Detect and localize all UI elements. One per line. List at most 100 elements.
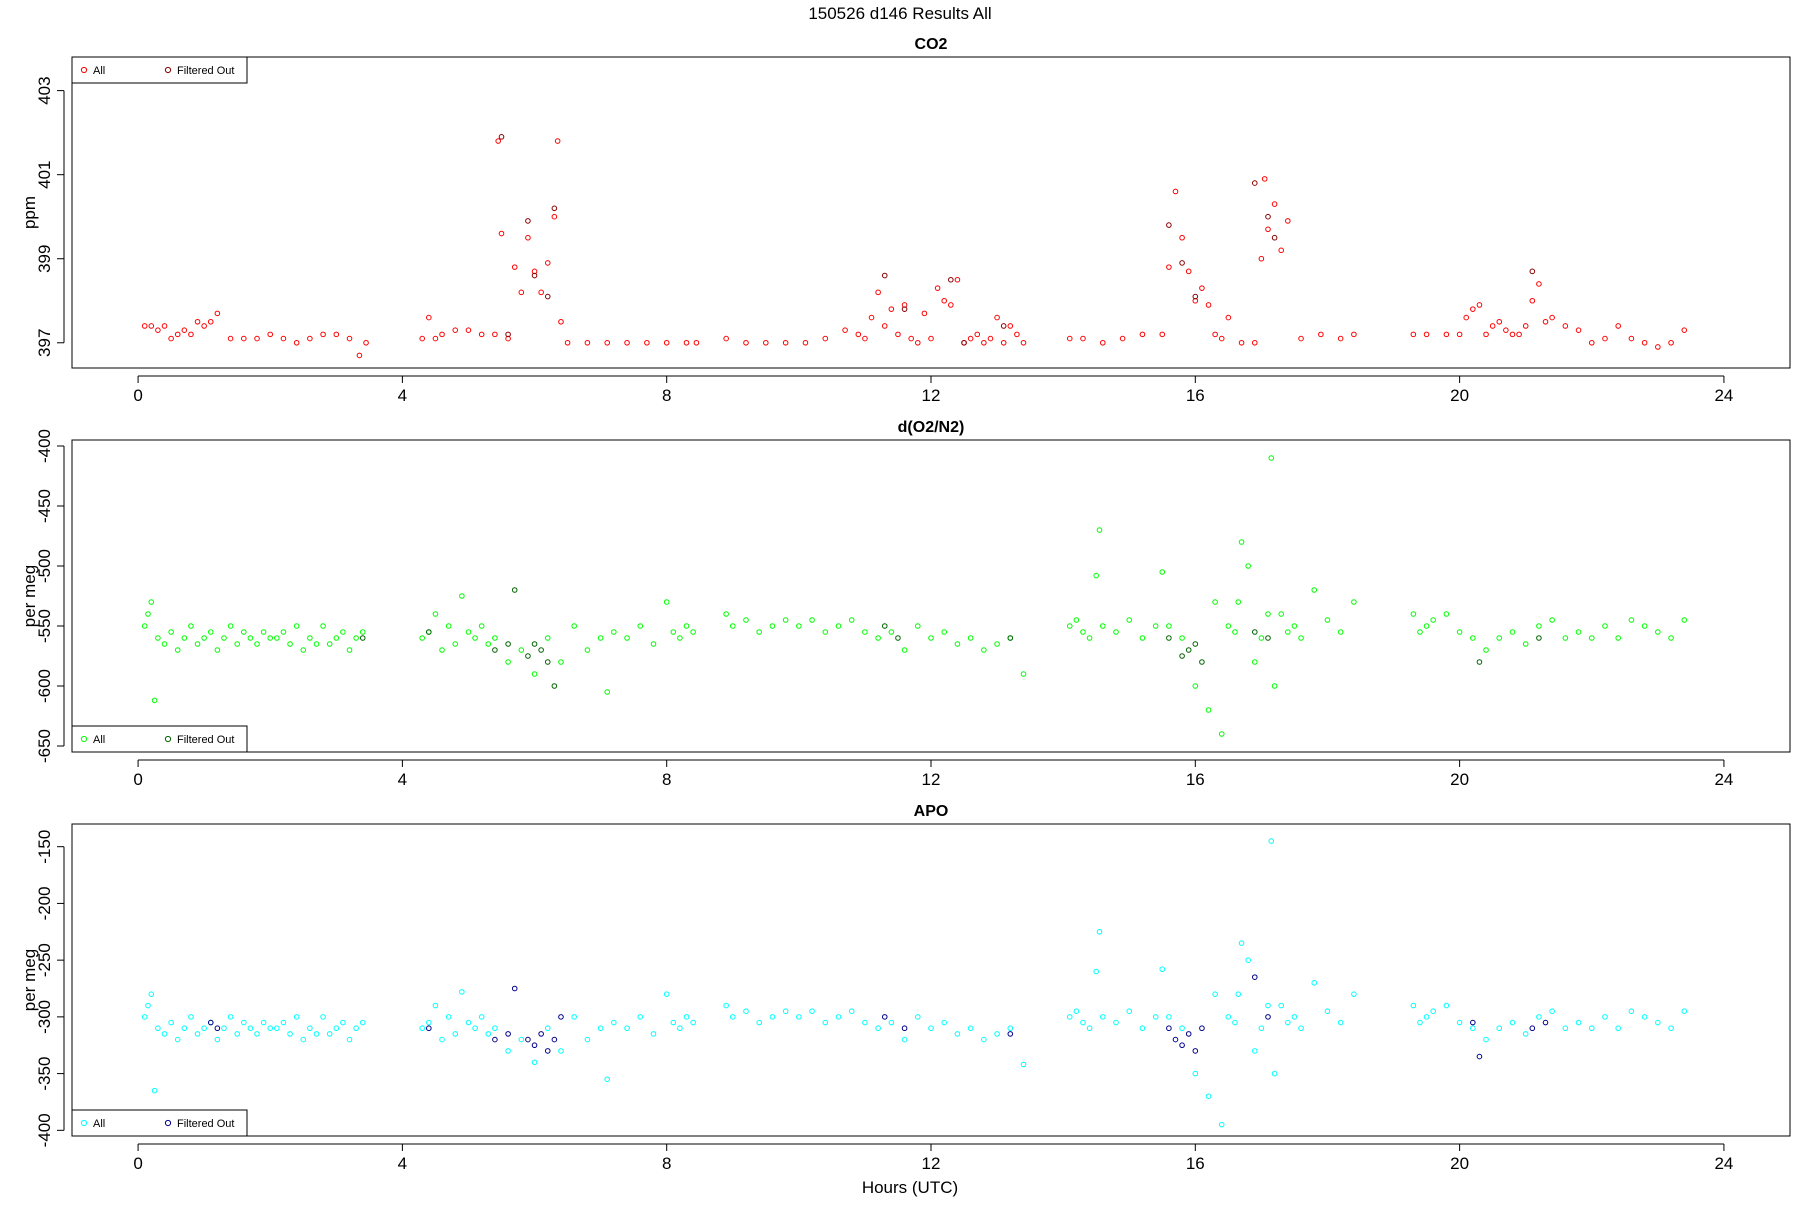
d-o2-n2-point [1410, 611, 1417, 617]
apo-point [1668, 1025, 1674, 1032]
d-o2-n2-point [994, 641, 1000, 647]
co2-point [1271, 201, 1278, 207]
co2-point [1503, 327, 1509, 333]
apo-point [465, 1019, 472, 1026]
apo-point [1351, 991, 1357, 997]
apo-point [214, 1036, 221, 1043]
apo-point [439, 1036, 445, 1043]
co2-point [1139, 331, 1146, 338]
d-o2-n2-point [544, 659, 551, 665]
d-o2-n2-legend-marker-filtered-out [164, 735, 172, 743]
apo-point [1641, 1014, 1648, 1020]
d-o2-n2-point [148, 599, 155, 605]
co2-point [1007, 323, 1014, 329]
d-o2-n2-x-tick-label: 8 [662, 770, 671, 789]
co2-point [426, 314, 432, 321]
apo-point [1159, 966, 1166, 973]
co2-point [439, 331, 445, 338]
d-o2-n2-point [194, 641, 201, 647]
apo-point [544, 1048, 551, 1054]
co2-x-tick-label: 0 [133, 386, 142, 405]
co2-point [881, 323, 888, 329]
apo-point [835, 1014, 842, 1020]
co2-title: CO2 [915, 36, 948, 53]
d-o2-n2-point [835, 623, 842, 629]
d-o2-n2-point [1205, 707, 1212, 713]
apo-point [145, 1002, 151, 1009]
d-o2-n2-point [1265, 611, 1271, 617]
d-o2-n2-point [141, 623, 148, 629]
apo-point [1575, 1019, 1582, 1026]
apo-point [525, 1036, 531, 1043]
co2-point [511, 264, 518, 270]
apo-point [809, 1008, 815, 1015]
d-o2-n2-point [604, 689, 611, 695]
d-o2-n2-point [1423, 623, 1430, 629]
co2-point [974, 331, 981, 338]
d-o2-n2-point [1066, 623, 1073, 629]
d-o2-n2-point [538, 647, 544, 653]
co2-point [1489, 323, 1496, 329]
co2-point [1172, 188, 1179, 195]
co2-point [584, 339, 591, 346]
co2-point [921, 310, 928, 317]
apo-series-all [141, 838, 1688, 1128]
d-o2-n2-point [1020, 671, 1027, 677]
d-o2-n2-point [221, 635, 227, 641]
d-o2-n2-point [1185, 647, 1192, 653]
apo-point [683, 1014, 690, 1020]
d-o2-n2-point [809, 617, 815, 623]
apo-point [287, 1031, 293, 1037]
d-o2-n2-point [432, 611, 439, 617]
d-o2-n2-point [1476, 659, 1483, 665]
apo-point [1265, 1014, 1271, 1020]
co2-point [1066, 335, 1073, 342]
co2-point [895, 331, 901, 338]
d-o2-n2-x-tick-label: 4 [398, 770, 407, 789]
co2-point [155, 327, 161, 333]
apo-point [1443, 1002, 1450, 1009]
co2-point [1251, 339, 1258, 346]
apo-point [1655, 1019, 1661, 1026]
d-o2-n2-point [419, 635, 426, 641]
co2-legend-box [71, 56, 248, 84]
d-o2-n2-point [743, 617, 749, 623]
d-o2-n2-point [1251, 659, 1258, 665]
d-o2-n2-point [888, 629, 895, 635]
apo-point [981, 1036, 987, 1043]
d-o2-n2-point [981, 647, 987, 653]
d-o2-n2-point [313, 641, 320, 647]
d-o2-n2-point [1218, 731, 1225, 737]
co2-point [478, 331, 485, 338]
co2-point [1575, 327, 1582, 333]
d-o2-n2-point [1285, 629, 1291, 635]
co2-point [241, 335, 247, 342]
apo-point [141, 1014, 148, 1020]
co2-y-tick-label: 401 [35, 160, 54, 188]
d-o2-n2-point [881, 623, 888, 629]
co2-point [1456, 331, 1463, 338]
d-o2-n2-point [1655, 629, 1661, 635]
d-o2-n2-point [1073, 617, 1080, 623]
d-o2-n2-point [300, 647, 307, 653]
d-o2-n2-title: d(O2/N2) [898, 419, 965, 436]
d-o2-n2-point [1549, 617, 1555, 623]
d-o2-n2-point [1232, 629, 1238, 635]
co2-point [1470, 306, 1476, 312]
apo-point [531, 1059, 538, 1066]
apo-x-tick-label: 0 [133, 1154, 142, 1173]
apo-point [452, 1031, 459, 1037]
d-o2-n2-legend: All Filtered Out [71, 725, 248, 753]
apo-point [1324, 1008, 1331, 1015]
apo-point [1251, 974, 1258, 980]
co2-point [1542, 318, 1549, 325]
apo-point [1096, 928, 1103, 935]
d-o2-n2-point [551, 683, 558, 689]
d-o2-n2-legend-label-all: All [93, 734, 105, 746]
d-o2-n2-point [1192, 683, 1199, 689]
apo-legend-label-filtered-out: Filtered Out [177, 1118, 234, 1130]
apo-point [881, 1014, 888, 1020]
apo-point [313, 1031, 320, 1037]
co2-point [928, 335, 934, 342]
